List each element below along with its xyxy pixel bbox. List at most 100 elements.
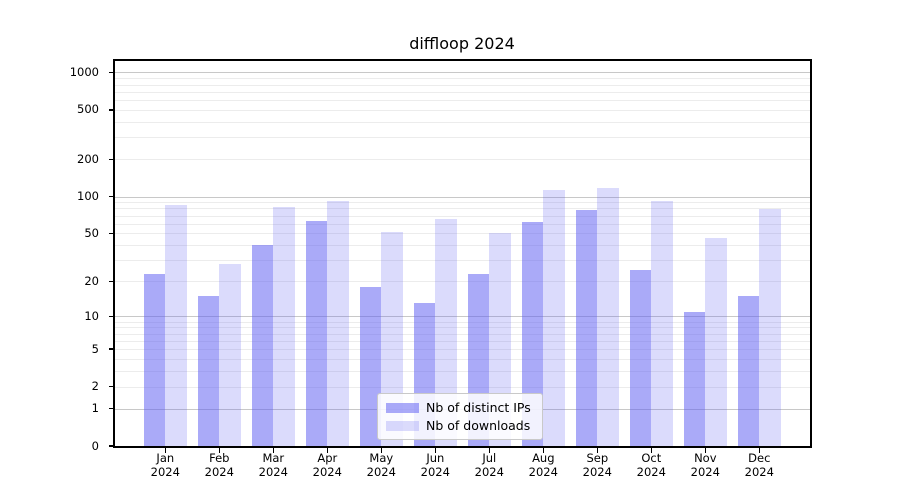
bar-downloads-apr <box>327 200 350 446</box>
gridline-minor-2 <box>114 386 810 388</box>
legend-label-downloads: Nb of downloads <box>426 418 531 433</box>
x-tick-year: 2024 <box>312 464 342 479</box>
x-tick-aug <box>542 447 544 454</box>
legend-item-downloads: Nb of downloads <box>386 418 542 433</box>
x-tick-year: 2024 <box>150 464 180 479</box>
y-tick-50 <box>108 232 115 235</box>
legend-swatch-downloads <box>386 420 419 431</box>
x-tick-month: Oct <box>641 450 662 465</box>
gridline-minor-30 <box>114 260 810 262</box>
gridline-minor-40 <box>114 245 810 247</box>
y-tick-2 <box>108 385 115 388</box>
x-tick-month: Feb <box>209 450 230 465</box>
legend-swatch-distinct-ips <box>386 402 419 413</box>
bar-distinct-ips-apr <box>305 221 328 446</box>
y-tick-label-10: 10 <box>84 308 99 323</box>
gridline-minor-5 <box>114 349 810 351</box>
y-tick-label-200: 200 <box>77 151 99 166</box>
y-tick-1 <box>108 407 115 410</box>
legend-label-distinct-ips: Nb of distinct IPs <box>426 400 531 415</box>
x-tick-year: 2024 <box>474 464 504 479</box>
x-tick-label-sep: Sep 2024 <box>570 451 624 479</box>
gridline-minor-4 <box>114 359 810 360</box>
x-tick-sep <box>596 447 598 454</box>
x-tick-feb <box>218 447 220 454</box>
gridline-minor-80 <box>114 208 810 210</box>
y-tick-label-1: 1 <box>91 401 99 415</box>
bar-downloads-feb <box>219 263 242 446</box>
gridline-minor-200 <box>114 159 810 161</box>
gridline-major-100 <box>114 196 810 198</box>
spine-left <box>113 59 115 448</box>
gridline-minor-500 <box>114 109 810 111</box>
x-tick-mar <box>272 447 274 454</box>
legend: Nb of distinct IPs Nb of downloads <box>377 393 543 440</box>
x-tick-year: 2024 <box>582 464 612 479</box>
y-tick-label-500: 500 <box>77 102 99 117</box>
y-tick-500 <box>108 109 115 111</box>
y-tick-label-2: 2 <box>91 379 99 394</box>
x-tick-month: Apr <box>317 450 338 465</box>
spine-bottom <box>113 446 812 448</box>
gridline-minor-3 <box>114 371 810 372</box>
gridline-minor-6 <box>114 340 810 342</box>
x-tick-year: 2024 <box>528 464 558 479</box>
bar-downloads-jun <box>435 218 458 446</box>
x-tick-year: 2024 <box>366 464 396 479</box>
x-tick-month: Jan <box>156 450 175 465</box>
y-tick-label-100: 100 <box>77 189 99 203</box>
bar-distinct-ips-nov <box>683 311 706 446</box>
y-tick-label-0: 0 <box>91 438 99 453</box>
x-tick-year: 2024 <box>690 464 720 479</box>
gridline-minor-9 <box>114 321 810 323</box>
bar-distinct-ips-jan <box>143 274 166 446</box>
gridline-minor-800 <box>114 84 810 86</box>
bar-downloads-aug <box>543 189 566 446</box>
bar-distinct-ips-may <box>359 286 382 446</box>
y-tick-100 <box>108 195 115 198</box>
bar-downloads-mar <box>273 207 296 446</box>
x-tick-label-aug: Aug 2024 <box>516 451 570 479</box>
bar-distinct-ips-feb <box>197 296 220 446</box>
y-tick-10 <box>108 315 115 317</box>
gridline-minor-700 <box>114 91 810 93</box>
gridline-minor-20 <box>114 281 810 283</box>
gridline-minor-900 <box>114 78 810 80</box>
x-tick-label-mar: Mar 2024 <box>246 451 300 479</box>
bar-distinct-ips-dec <box>737 296 760 446</box>
bar-downloads-jan <box>165 205 188 446</box>
x-tick-jun <box>434 447 436 454</box>
bar-downloads-may <box>381 232 404 446</box>
x-tick-year: 2024 <box>744 464 774 479</box>
y-tick-label-50: 50 <box>84 225 99 240</box>
gridline-minor-7 <box>114 333 810 335</box>
legend-item-distinct-ips: Nb of distinct IPs <box>386 400 542 415</box>
x-tick-label-nov: Nov 2024 <box>678 451 732 479</box>
x-tick-month: May <box>369 450 394 465</box>
y-tick-200 <box>108 158 115 160</box>
x-tick-nov <box>704 447 706 454</box>
bar-distinct-ips-oct <box>629 269 652 446</box>
bar-downloads-jul <box>489 233 512 446</box>
x-tick-month: Jul <box>482 450 497 465</box>
y-tick-label-5: 5 <box>91 341 99 356</box>
x-tick-label-oct: Oct 2024 <box>624 451 678 479</box>
gridline-minor-70 <box>114 215 810 217</box>
x-tick-dec <box>758 447 760 454</box>
x-tick-jul <box>488 447 490 454</box>
y-tick-label-20: 20 <box>84 273 99 288</box>
x-tick-month: Sep <box>586 450 609 465</box>
x-tick-oct <box>650 447 652 454</box>
spine-right <box>810 59 812 448</box>
x-tick-may <box>380 447 382 454</box>
x-tick-jan <box>164 447 166 454</box>
x-tick-year: 2024 <box>258 464 288 479</box>
x-tick-year: 2024 <box>636 464 666 479</box>
bar-distinct-ips-mar <box>251 245 274 446</box>
bar-distinct-ips-aug <box>521 222 544 446</box>
gridline-minor-400 <box>114 121 810 123</box>
x-tick-label-jun: Jun 2024 <box>408 451 462 479</box>
x-tick-year: 2024 <box>420 464 450 479</box>
